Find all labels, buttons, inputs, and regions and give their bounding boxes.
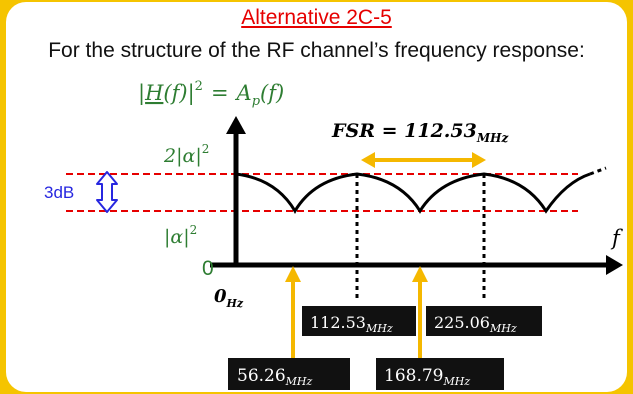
freq-box-56: 56.26MHz xyxy=(228,358,350,390)
frequency-response-curve xyxy=(235,172,591,214)
formula-lhs-arg: (f) xyxy=(163,81,187,105)
freq-168-unit: MHz xyxy=(442,375,470,388)
fsr-value: FSR = 112.53 xyxy=(331,120,477,142)
freq-box-168: 168.79MHz xyxy=(376,358,504,390)
slide-subtitle: For the structure of the RF channel’s fr… xyxy=(48,39,585,62)
origin-label-unit: Hz xyxy=(226,297,244,310)
y-axis-arrowhead xyxy=(226,116,246,134)
formula-equals: = xyxy=(211,81,229,105)
slide-title: Alternative 2C-5 xyxy=(241,6,392,29)
slide: Alternative 2C-5 For the structure of th… xyxy=(6,2,627,392)
freq-112-value: 112.53 xyxy=(310,313,366,332)
curve-dashed-tail xyxy=(589,166,607,176)
svg-text:112.53MHz: 112.53MHz xyxy=(310,313,393,335)
arrow-min-2 xyxy=(412,266,428,358)
formula-lhs-power: 2 xyxy=(195,79,203,94)
arrow-min-1 xyxy=(285,266,301,358)
y-label-max-power: 2 xyxy=(202,142,210,156)
x-axis-label: f xyxy=(610,226,623,250)
db-label: 3dB xyxy=(44,183,74,202)
formula-lhs-open: | xyxy=(138,81,145,106)
freq-box-112: 112.53MHz xyxy=(302,306,416,336)
y-label-min-power: 2 xyxy=(190,223,198,237)
formula-rhs-arg: (f) xyxy=(260,81,284,105)
freq-112-unit: MHz xyxy=(365,322,393,335)
y-label-max-main: 2|α| xyxy=(163,145,202,167)
formula-rhs-a: A xyxy=(235,81,252,105)
y-label-zero: 0 xyxy=(202,257,214,280)
fsr-unit: MHz xyxy=(476,131,510,145)
fsr-arrow xyxy=(361,152,486,168)
origin-label-main: 0 xyxy=(214,286,227,307)
svg-text:168.79MHz: 168.79MHz xyxy=(384,366,470,388)
svg-text:225.06MHz: 225.06MHz xyxy=(434,313,517,335)
freq-box-225: 225.06MHz xyxy=(426,306,542,336)
freq-225-unit: MHz xyxy=(489,322,517,335)
y-label-max: 2|α|2 xyxy=(163,142,209,167)
freq-168-value: 168.79 xyxy=(384,366,443,386)
db-double-arrow-icon xyxy=(96,171,118,213)
y-label-min: |α|2 xyxy=(164,223,197,248)
freq-56-value: 56.26 xyxy=(237,366,286,386)
formula: |H(f)|2 = Ap(f) xyxy=(138,79,284,109)
formula-lhs-h: H xyxy=(144,81,164,105)
formula-lhs-close: | xyxy=(188,81,195,106)
frequency-response-diagram: |H(f)|2 = Ap(f) FSR = 112.53MHz 2|α|2 xyxy=(44,79,623,390)
origin-label: 0Hz xyxy=(214,286,244,310)
svg-text:56.26MHz: 56.26MHz xyxy=(237,366,313,388)
formula-rhs-sub: p xyxy=(252,94,261,109)
y-label-min-main: |α| xyxy=(164,226,190,248)
fsr-label: FSR = 112.53MHz xyxy=(331,120,509,145)
x-axis-arrowhead xyxy=(606,255,623,275)
freq-56-unit: MHz xyxy=(285,375,313,388)
freq-225-value: 225.06 xyxy=(434,313,490,332)
